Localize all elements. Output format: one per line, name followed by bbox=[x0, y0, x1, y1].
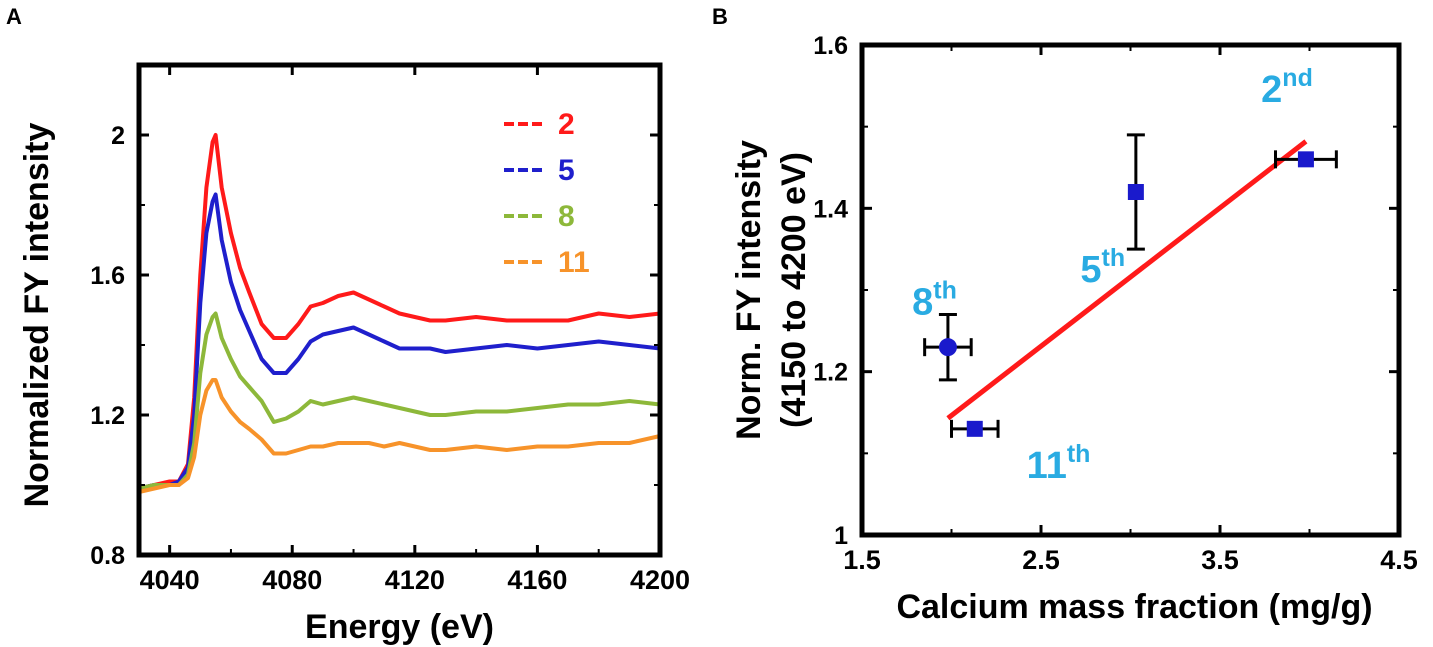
x-tick-label-4160: 4160 bbox=[507, 565, 567, 595]
point-label-suffix: th bbox=[1067, 440, 1091, 468]
legend-entry-2: 2 bbox=[558, 108, 575, 141]
point-label-suffix: th bbox=[933, 277, 957, 305]
x-axis-label-b: Calcium mass fraction (mg/g) bbox=[896, 588, 1372, 626]
plot-frame-a bbox=[136, 62, 663, 558]
series-line-11 bbox=[138, 378, 661, 494]
point-label-number: 8 bbox=[912, 282, 933, 324]
panel-a-chart: 4040 4080 4120 4160 4200 0.8 1.2 1.6 2 Energy (eV… bbox=[18, 62, 690, 646]
point-label-5: 5th bbox=[1080, 244, 1125, 291]
legend-entry-11: 11 bbox=[558, 246, 590, 279]
data-point-2 bbox=[1297, 151, 1314, 168]
x-tick-label-1.5: 1.5 bbox=[843, 545, 881, 575]
x-tick-label-4.5: 4.5 bbox=[1380, 545, 1418, 575]
y-tick-label-1.6: 1.6 bbox=[813, 32, 848, 60]
y-tick-label-1: 1 bbox=[834, 522, 848, 550]
y-tick-label-2: 2 bbox=[111, 122, 125, 150]
y-axis-label-b-line1: Norm. FY intensity bbox=[730, 140, 768, 440]
point-label-8: 8th bbox=[912, 277, 957, 324]
data-point-8 bbox=[938, 338, 957, 357]
y-tick-label-1.2: 1.2 bbox=[813, 359, 848, 387]
x-axis-label-a: Energy (eV) bbox=[305, 608, 494, 646]
point-label-11: 11th bbox=[1027, 440, 1091, 487]
x-tick-label-4200: 4200 bbox=[630, 565, 690, 595]
point-label-suffix: nd bbox=[1282, 64, 1313, 92]
y-tick-label-1.2: 1.2 bbox=[90, 402, 125, 430]
data-point-5 bbox=[1127, 184, 1144, 200]
x-tick-label-3.5: 3.5 bbox=[1201, 545, 1239, 575]
point-label-2: 2nd bbox=[1261, 64, 1313, 111]
point-label-suffix: th bbox=[1102, 244, 1126, 272]
x-tick-label-4080: 4080 bbox=[262, 565, 322, 595]
y-tick-label-0.8: 0.8 bbox=[90, 542, 125, 570]
panel-b-label: B bbox=[712, 4, 728, 29]
data-point-11 bbox=[966, 420, 983, 437]
fit-line bbox=[946, 139, 1308, 421]
point-label-number: 2 bbox=[1261, 69, 1282, 111]
legend-entry-8: 8 bbox=[558, 200, 575, 233]
series-line-2 bbox=[138, 133, 661, 491]
y-axis-label-a: Normalized FY intensity bbox=[18, 123, 56, 508]
x-tick-label-4120: 4120 bbox=[385, 565, 445, 595]
series-line-8 bbox=[138, 311, 661, 491]
point-label-number: 11 bbox=[1027, 445, 1067, 487]
y-axis-label-b-line2: (4150 to 4200 eV) bbox=[775, 152, 813, 428]
y-tick-label-1.6: 1.6 bbox=[90, 262, 125, 290]
series-line-5 bbox=[138, 192, 661, 491]
point-label-number: 5 bbox=[1080, 249, 1101, 291]
x-tick-label-4040: 4040 bbox=[140, 565, 200, 595]
x-tick-label-2.5: 2.5 bbox=[1022, 545, 1060, 575]
panel-a-label: A bbox=[6, 4, 22, 29]
y-tick-label-1.4: 1.4 bbox=[813, 195, 848, 223]
legend-entry-5: 5 bbox=[558, 154, 575, 187]
